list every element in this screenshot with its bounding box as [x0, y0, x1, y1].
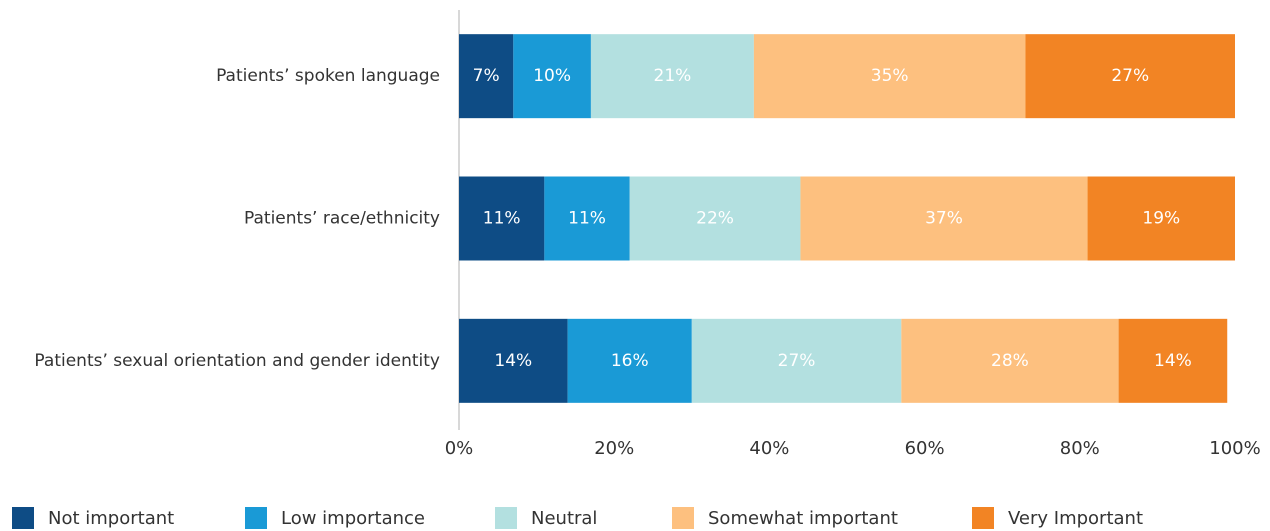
bar-segment	[1118, 318, 1228, 403]
bar-segment	[567, 318, 692, 403]
legend-label: Not important	[48, 508, 174, 529]
bar-segment	[513, 34, 591, 119]
value-label: 10%	[533, 66, 571, 86]
bar-segment	[590, 34, 754, 119]
value-label: 27%	[778, 351, 816, 371]
value-label: 27%	[1111, 66, 1149, 86]
bar-segment	[459, 176, 545, 261]
bar-segment	[691, 318, 902, 403]
value-label: 37%	[925, 209, 963, 229]
value-label: 7%	[473, 66, 500, 86]
legend-swatch	[245, 507, 267, 529]
legend-swatch	[672, 507, 694, 529]
value-label: 35%	[871, 66, 909, 86]
bar-segment	[629, 176, 801, 261]
value-label: 11%	[568, 209, 606, 229]
bar-segment	[1087, 176, 1235, 261]
legend-label: Somewhat important	[708, 508, 898, 529]
value-label: 14%	[494, 351, 532, 371]
bar-segment	[800, 176, 1088, 261]
category-label: Patients’ race/ethnicity	[244, 209, 440, 229]
legend-label: Low importance	[281, 508, 425, 529]
value-label: 14%	[1154, 351, 1192, 371]
value-label: 22%	[696, 209, 734, 229]
x-tick-label: 0%	[445, 438, 474, 459]
legend-swatch	[972, 507, 994, 529]
value-label: 21%	[654, 66, 692, 86]
x-tick-label: 20%	[594, 438, 634, 459]
bar-segment	[1025, 34, 1235, 119]
legend-swatch	[495, 507, 517, 529]
category-label: Patients’ spoken language	[216, 66, 440, 86]
bar-segment	[544, 176, 630, 261]
x-tick-label: 80%	[1060, 438, 1100, 459]
x-tick-label: 60%	[905, 438, 945, 459]
bar-segment	[459, 34, 514, 119]
x-tick-label: 40%	[749, 438, 789, 459]
bar-segment	[901, 318, 1119, 403]
bar-segment	[459, 318, 568, 403]
category-label: Patients’ sexual orientation and gender …	[34, 351, 440, 371]
value-label: 19%	[1142, 209, 1180, 229]
value-label: 16%	[611, 351, 649, 371]
legend-label: Very Important	[1008, 508, 1143, 529]
legend-swatch	[12, 507, 34, 529]
legend-label: Neutral	[531, 508, 597, 529]
value-label: 11%	[483, 209, 521, 229]
x-tick-label: 100%	[1209, 438, 1260, 459]
bar-segment	[753, 34, 1026, 119]
value-label: 28%	[991, 351, 1029, 371]
